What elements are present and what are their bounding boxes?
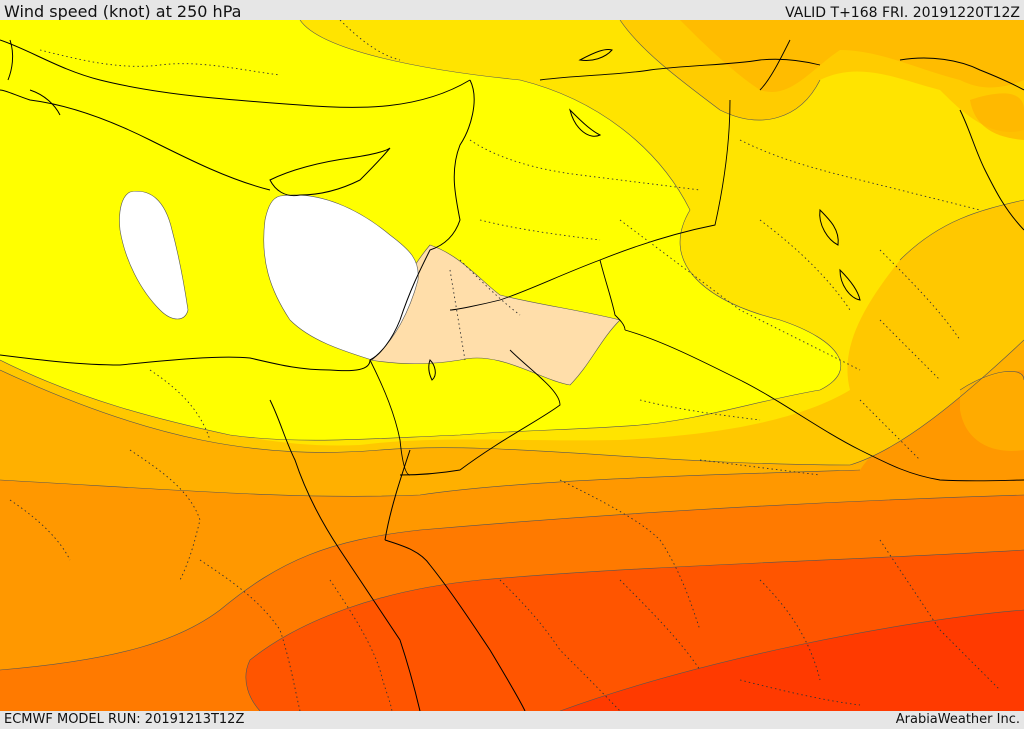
wind-blob-east-edge — [970, 93, 1024, 140]
coastlines — [0, 39, 1024, 711]
calm-area-west — [119, 190, 189, 320]
wind-blob-far-northeast — [680, 20, 1024, 92]
credit-label: ArabiaWeather Inc. — [895, 712, 1020, 727]
map-title: Wind speed (knot) at 250 hPa — [4, 2, 242, 21]
admin-boundaries — [9, 20, 1001, 711]
valid-time: VALID T+168 FRI. 20191220T12Z — [785, 5, 1020, 21]
wind-blob-east — [960, 371, 1024, 451]
footer-bar: ECMWF MODEL RUN: 20191213T12Z ArabiaWeat… — [0, 711, 1024, 729]
wind-speed-map — [0, 20, 1024, 711]
header-bar: Wind speed (knot) at 250 hPa VALID T+168… — [0, 0, 1024, 21]
wind-band-light — [0, 20, 841, 441]
calm-area-central — [263, 194, 419, 361]
wind-contours — [0, 20, 1024, 711]
model-run-label: ECMWF MODEL RUN: 20191213T12Z — [4, 712, 245, 727]
borders — [369, 39, 1024, 482]
